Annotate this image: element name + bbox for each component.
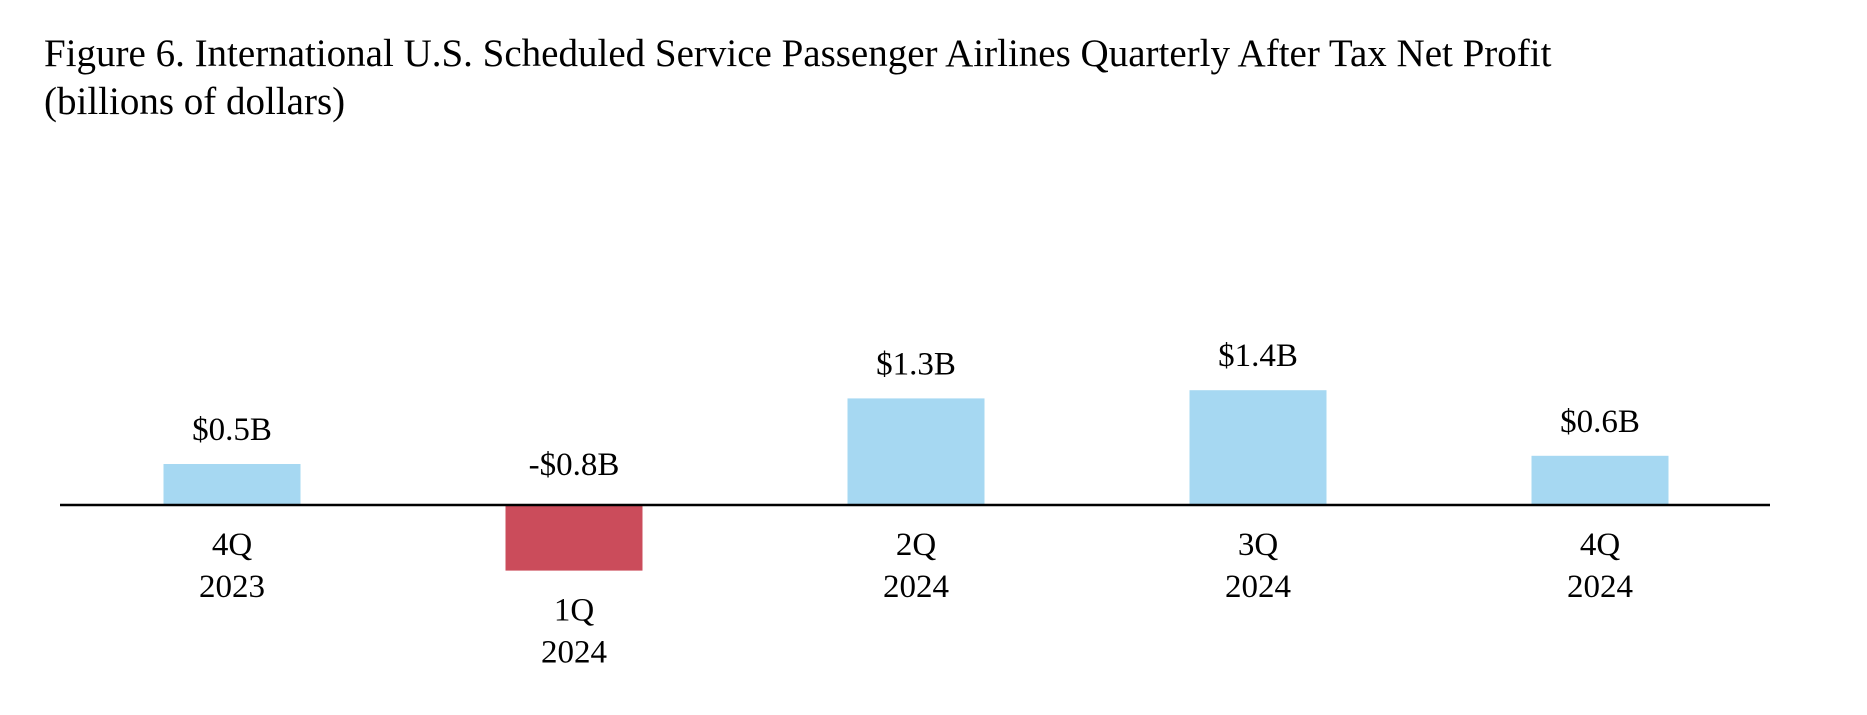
bar-4 xyxy=(1531,455,1669,505)
data-label-1: -$0.8B xyxy=(529,447,620,483)
data-label-2: $1.3B xyxy=(876,346,956,382)
tick-label-year-3: 2024 xyxy=(1225,569,1291,605)
labels-layer: $0.5B 4Q 2023 -$0.8B 1Q 2024 $1.3B 2Q 2024 $1.4B 3… xyxy=(192,338,1640,670)
bar-3 xyxy=(1189,390,1327,505)
tick-label-quarter-4: 4Q xyxy=(1580,527,1621,563)
tick-label-quarter-1: 1Q xyxy=(554,593,595,629)
bars-layer xyxy=(163,390,1669,571)
chart-title: Figure 6. International U.S. Scheduled S… xyxy=(44,30,1844,126)
tick-label-quarter-2: 2Q xyxy=(896,527,937,563)
tick-label-quarter-0: 4Q xyxy=(212,527,253,563)
chart-title-line-2: (billions of dollars) xyxy=(44,80,346,123)
tick-label-year-0: 2023 xyxy=(199,569,265,605)
bar-0 xyxy=(163,464,301,505)
bar-1 xyxy=(505,505,643,571)
chart-title-line-1: Figure 6. International U.S. Scheduled S… xyxy=(44,32,1552,75)
tick-label-year-4: 2024 xyxy=(1567,569,1633,605)
bar-2 xyxy=(847,398,985,505)
tick-label-quarter-3: 3Q xyxy=(1238,527,1279,563)
data-label-4: $0.6B xyxy=(1560,404,1640,440)
tick-label-year-1: 2024 xyxy=(541,635,607,671)
data-label-0: $0.5B xyxy=(192,412,272,448)
data-label-3: $1.4B xyxy=(1218,338,1298,374)
tick-label-year-2: 2024 xyxy=(883,569,949,605)
